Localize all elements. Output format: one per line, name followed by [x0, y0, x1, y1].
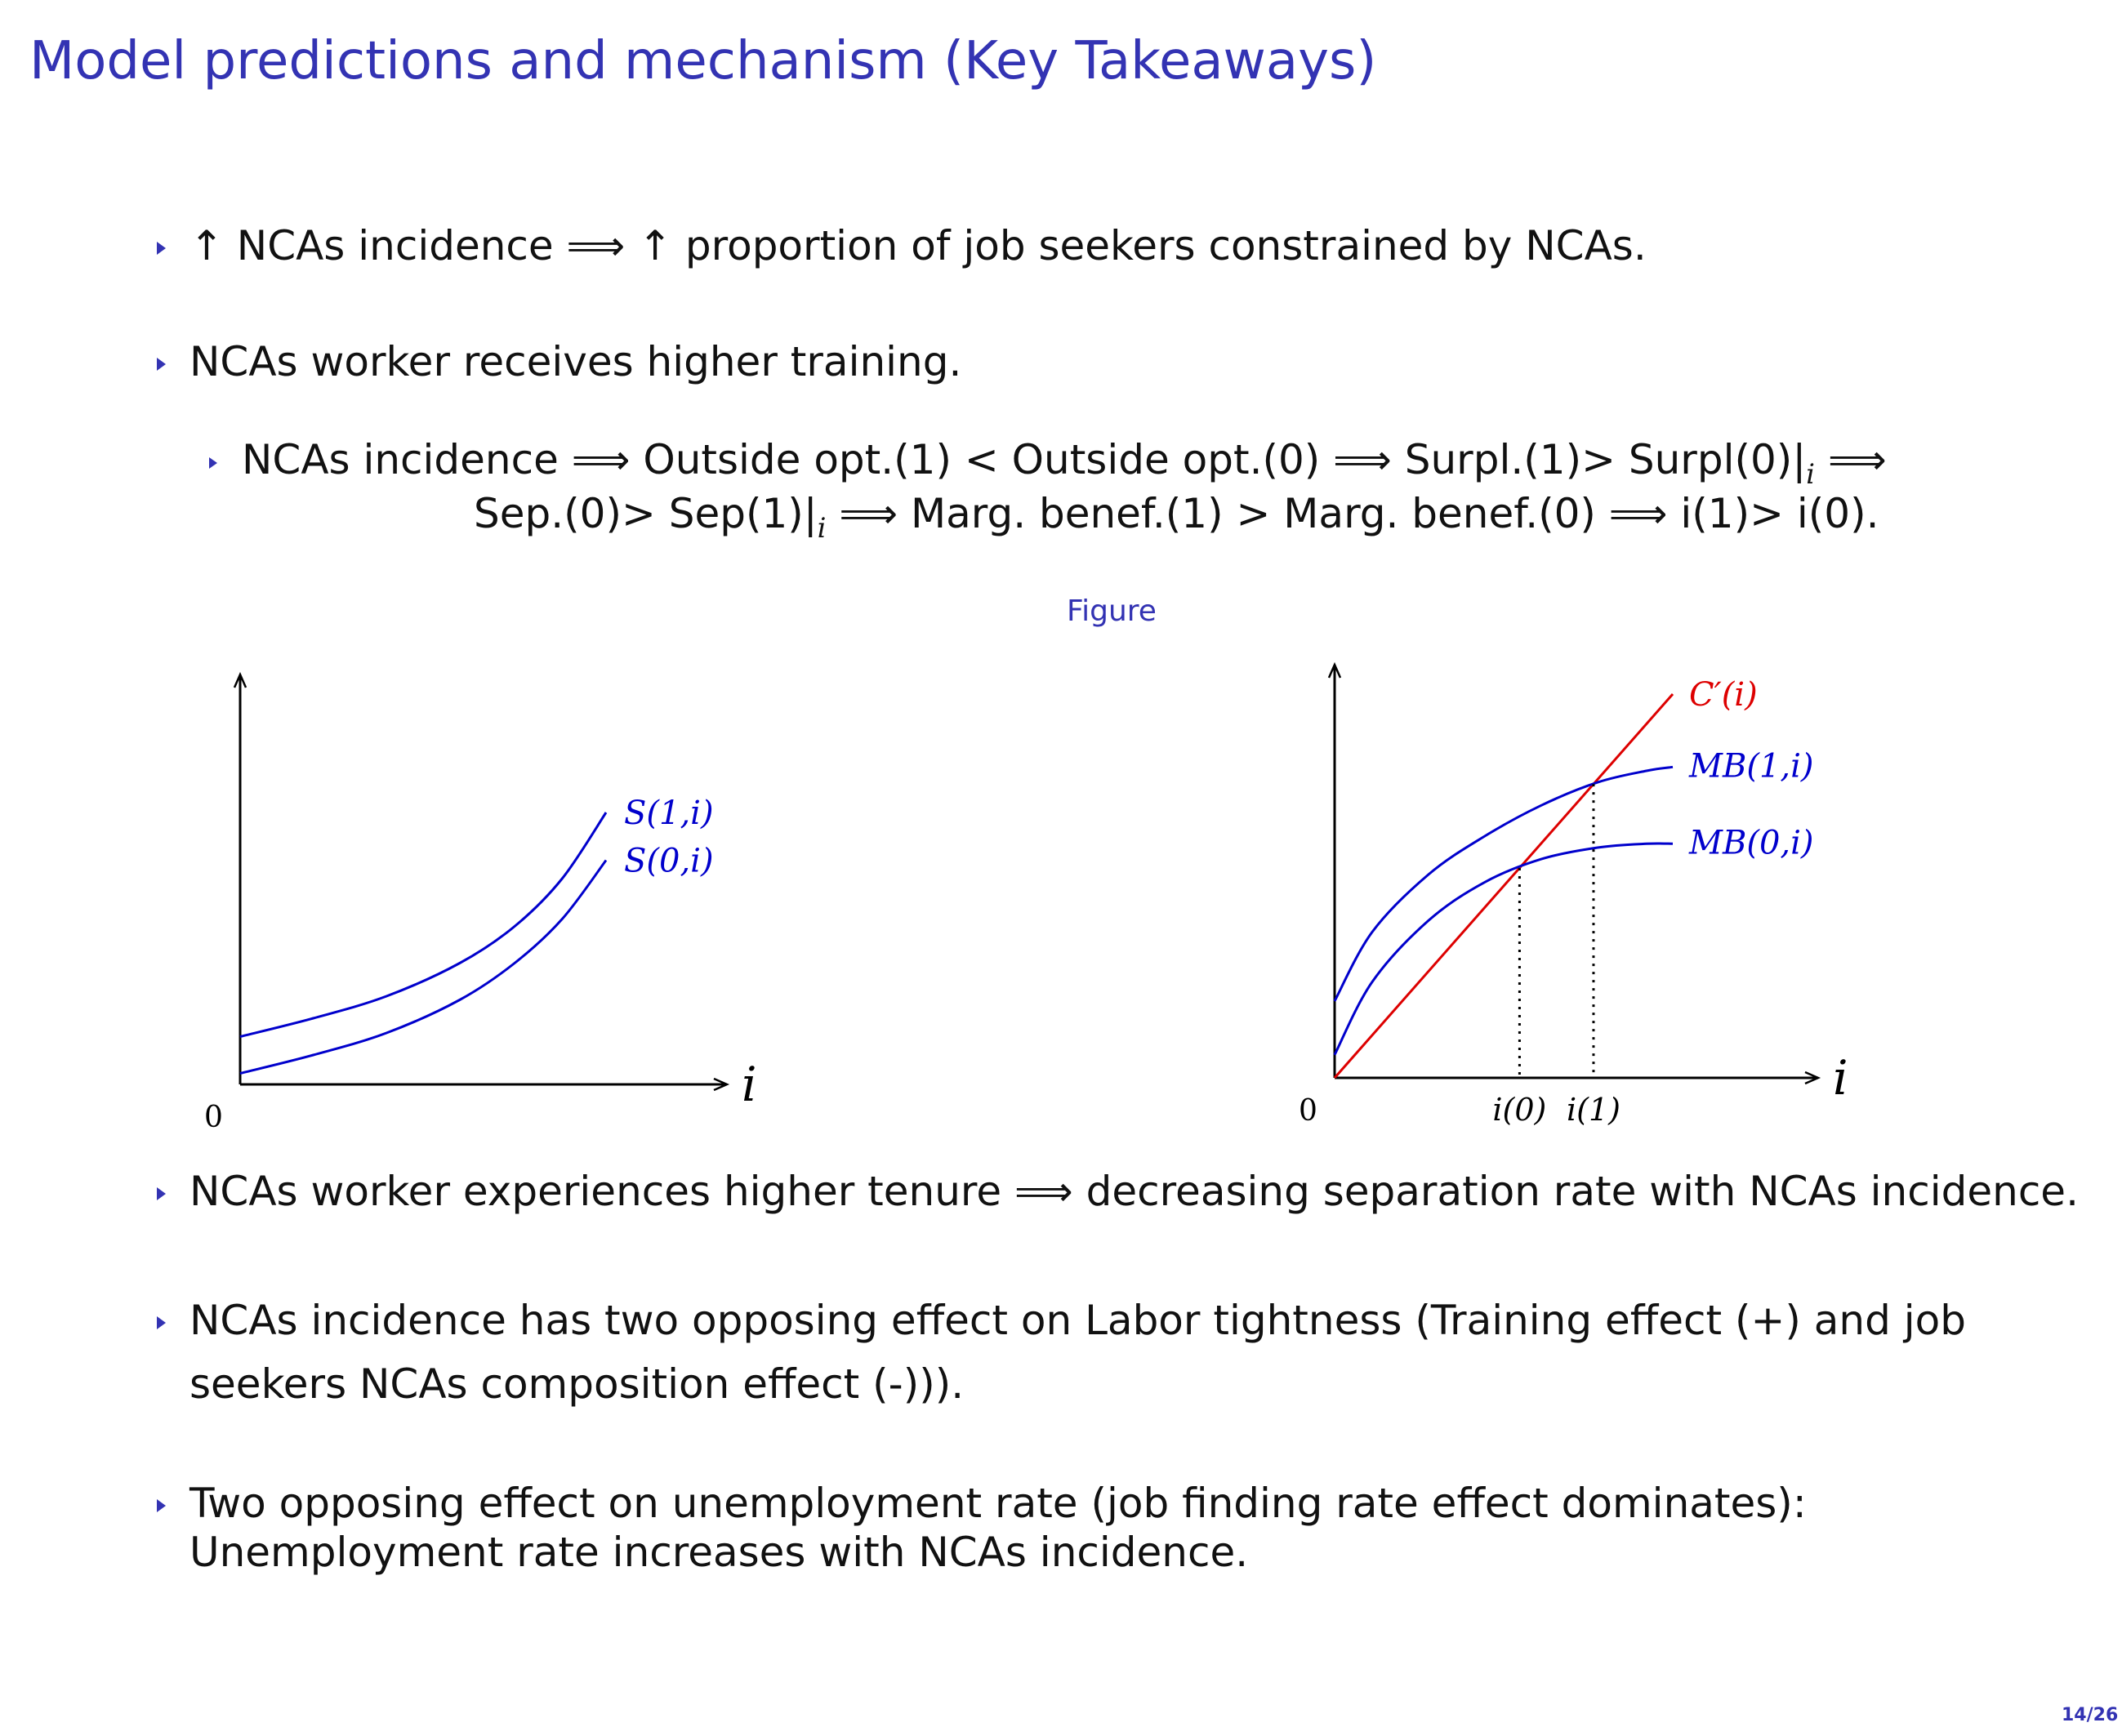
- bullet-labor-tightness-line-1: NCAs incidence has two opposing effect o…: [189, 1297, 1966, 1344]
- series-label-s-0-i: S(0,i): [624, 843, 714, 880]
- sub-bullet-line-2-tail: ⟹ Marg. benef.(1) > Marg. benef.(0) ⟹ i(…: [826, 490, 1879, 537]
- series-label-c-i: C′(i): [1689, 676, 1758, 714]
- bullet-higher-training: NCAs worker receives higher training.: [189, 338, 962, 385]
- series-line-s-1-i: [239, 812, 608, 1038]
- x-tick-label: i(1): [1567, 1092, 1620, 1128]
- bullet-marker: [157, 242, 166, 255]
- series-line-c-i: [1333, 693, 1674, 1079]
- bullet-ncas-incidence: ↑ NCAs incidence ⟹ ↑ proportion of job s…: [189, 222, 1647, 269]
- x-axis-label: i: [742, 1057, 757, 1112]
- x-tick-label: i(0): [1492, 1092, 1546, 1128]
- y-axis-arrow: [233, 671, 247, 688]
- sub-bullet-line-2: Sep.(0)> Sep(1)|i ⟹ Marg. benef.(1) > Ma…: [474, 488, 1879, 554]
- sub-bullet-line-1-tail: ⟹: [1815, 436, 1887, 483]
- bullet-higher-tenure: NCAs worker experiences higher tenure ⟹ …: [189, 1168, 2079, 1215]
- series-label-s-1-i: S(1,i): [624, 795, 714, 832]
- sub-bullet-line-1-text: NCAs incidence ⟹ Outside opt.(1) < Outsi…: [242, 436, 1807, 483]
- figure-caption: Figure: [1067, 594, 1157, 628]
- x-axis-arrow: [713, 1077, 730, 1092]
- series-line-mb-0-i: [1333, 842, 1674, 1056]
- x-axis-label: i: [1833, 1050, 1848, 1106]
- subscript-i: i: [1806, 458, 1816, 491]
- bullet-marker: [157, 1316, 166, 1329]
- surplus-chart: S(1,i) S(0,i) i 0: [204, 671, 757, 1134]
- bullet-marker: [157, 1187, 166, 1200]
- sub-bullet-line-2-text: Sep.(0)> Sep(1)|: [474, 490, 818, 537]
- series-label-mb-1-i: MB(1,i): [1688, 747, 1814, 785]
- origin-label: 0: [204, 1101, 223, 1134]
- marginal-benefit-chart: C′(i) MB(1,i) MB(0,i) i(0) i(1) i 0: [1299, 661, 1848, 1128]
- bullet-labor-tightness-line-2: seekers NCAs composition effect (-))).: [189, 1360, 965, 1408]
- sub-bullet-marker: [209, 457, 217, 469]
- bullet-unemployment-line-2: Unemployment rate increases with NCAs in…: [189, 1529, 1249, 1576]
- slide-title: Model predictions and mechanism (Key Tak…: [29, 31, 1377, 91]
- bullet-marker: [157, 358, 166, 371]
- x-axis-arrow: [1804, 1071, 1821, 1085]
- sub-bullet-line-1: NCAs incidence ⟹ Outside opt.(1) < Outsi…: [242, 434, 1887, 500]
- y-axis-arrow: [1327, 661, 1342, 679]
- subscript-i: i: [817, 512, 827, 545]
- page-number: 14/26: [2062, 1705, 2119, 1725]
- series-line-mb-1-i: [1333, 765, 1674, 1002]
- series-line-s-0-i: [239, 859, 608, 1075]
- series-label-mb-0-i: MB(0,i): [1688, 824, 1814, 861]
- origin-label: 0: [1299, 1094, 1317, 1128]
- bullet-unemployment-line-1: Two opposing effect on unemployment rate…: [189, 1480, 1807, 1527]
- bullet-marker: [157, 1499, 166, 1512]
